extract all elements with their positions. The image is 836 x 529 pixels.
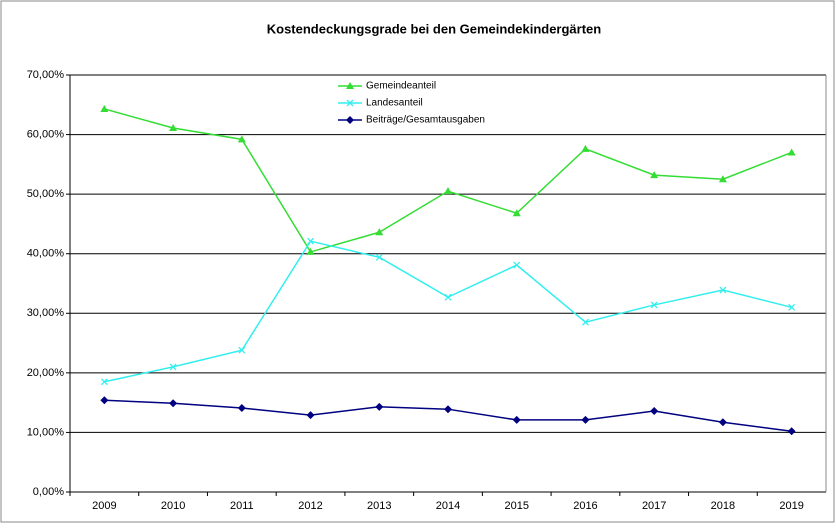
y-tick-label: 70,00% — [27, 69, 65, 81]
marker — [375, 253, 383, 261]
marker — [237, 135, 246, 143]
marker — [346, 82, 354, 89]
marker — [237, 404, 246, 413]
y-tick-label: 40,00% — [27, 248, 65, 260]
marker — [787, 148, 796, 156]
x-tick-label: 2019 — [779, 500, 803, 512]
y-tick-label: 20,00% — [27, 367, 65, 379]
y-tick-label: 30,00% — [27, 307, 65, 319]
marker — [512, 209, 521, 217]
legend-label: Beiträge/Gesamtausgaben — [366, 115, 485, 126]
y-tick-label: 0,00% — [33, 486, 64, 498]
marker — [375, 402, 384, 411]
marker — [444, 293, 452, 301]
marker — [787, 427, 796, 436]
marker — [788, 303, 796, 311]
marker — [444, 187, 452, 195]
marker — [169, 124, 178, 132]
x-tick-label: 2012 — [298, 500, 322, 512]
marker — [100, 396, 109, 405]
marker — [169, 399, 178, 408]
marker — [718, 418, 727, 427]
x-tick-label: 2011 — [230, 500, 254, 512]
marker — [100, 104, 109, 112]
marker — [513, 261, 521, 269]
x-tick-label: 2013 — [367, 500, 391, 512]
marker — [375, 228, 384, 236]
x-tick-label: 2014 — [436, 500, 460, 512]
marker — [719, 286, 727, 294]
x-tick-label: 2010 — [161, 500, 185, 512]
x-tick-label: 2016 — [573, 500, 597, 512]
marker — [346, 99, 354, 107]
y-tick-label: 50,00% — [27, 188, 65, 200]
marker — [100, 378, 108, 386]
chart-title: Kostendeckungsgrade bei den Gemeindekind… — [267, 21, 602, 36]
marker — [512, 415, 521, 424]
marker — [650, 406, 659, 415]
legend-label: Gemeindeanteil — [366, 81, 436, 92]
x-tick-label: 2015 — [504, 500, 528, 512]
marker — [306, 247, 315, 255]
marker — [306, 411, 315, 420]
x-tick-label: 2018 — [711, 500, 735, 512]
x-tick-label: 2017 — [642, 500, 666, 512]
marker — [238, 346, 246, 354]
marker — [307, 237, 315, 245]
marker — [718, 175, 727, 183]
marker — [444, 405, 452, 414]
y-tick-label: 10,00% — [27, 426, 65, 438]
marker — [346, 116, 354, 124]
marker — [581, 415, 590, 424]
marker — [581, 144, 590, 152]
marker — [581, 318, 589, 326]
legend-label: Landesanteil — [366, 98, 423, 109]
x-tick-label: 2009 — [92, 500, 116, 512]
marker — [650, 301, 658, 309]
marker — [169, 363, 177, 371]
marker — [650, 171, 659, 179]
y-tick-label: 60,00% — [27, 128, 65, 140]
